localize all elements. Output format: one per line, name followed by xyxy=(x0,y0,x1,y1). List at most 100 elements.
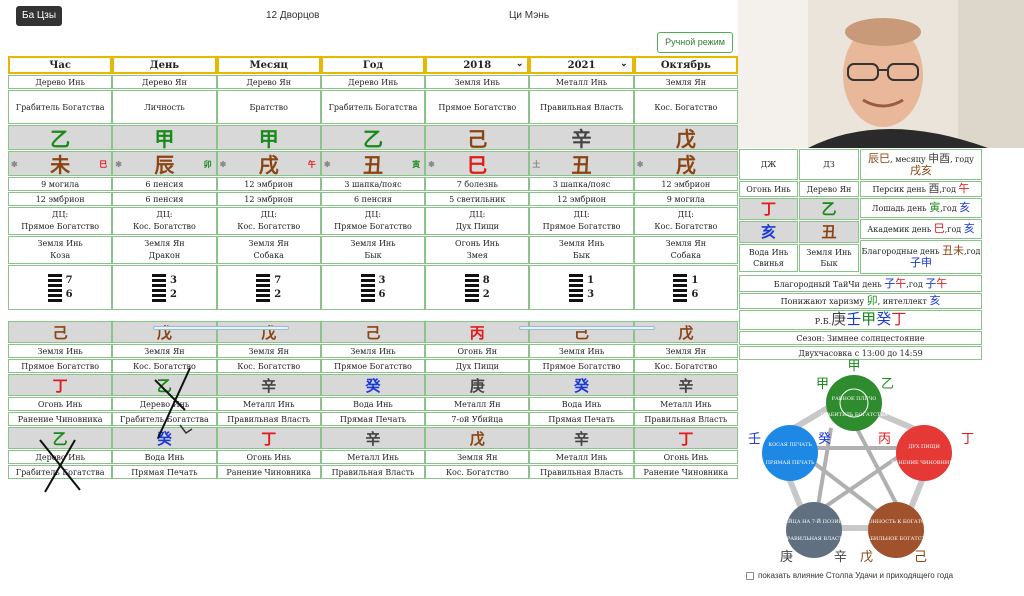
hidden-god: Правильная Власть xyxy=(331,467,415,477)
element-row-cell: Дерево Инь xyxy=(320,75,426,89)
ten-god: Прямое Богатство xyxy=(438,102,517,112)
hidden3-stem-row: 乙癸丁辛戊辛丁 xyxy=(8,427,738,450)
hidden3-god-row-cell: Ранение Чиновника xyxy=(216,465,321,479)
dc-value: Кос. Богатство xyxy=(654,222,718,231)
branch-marker: ✱ xyxy=(115,159,122,169)
clash-branch: 巳 xyxy=(99,159,108,169)
hidden-element: Земля Ян xyxy=(665,346,707,356)
wheel-geng: 庚 xyxy=(780,549,793,565)
wood-label-2: ГРАБИТЕЛЬ БОГАТСТВА xyxy=(820,412,888,418)
hidden1-stem-row-cell: 己 xyxy=(320,321,426,343)
earthly-branch: 丑 xyxy=(362,153,383,176)
hidden-god: Кос. Богатство xyxy=(237,361,301,371)
scroll-handle-right[interactable] xyxy=(519,326,655,330)
heavenly-stem: 己 xyxy=(467,127,488,150)
hidden3-god-row-cell: Грабитель Богатства xyxy=(8,465,113,479)
header-row: Час День Месяц Год 2018 ⌄ 2021 ⌄ Октябрь xyxy=(8,56,738,75)
chevron-down-icon[interactable]: ⌄ xyxy=(515,59,524,69)
hidden1-god-row-cell: Прямое Богатство xyxy=(8,359,113,373)
earthly-branch: 未 xyxy=(50,153,71,176)
stem-row-cell: 辛 xyxy=(529,125,634,150)
charisma-row-text: 亥 xyxy=(929,294,941,307)
stage2-row: 12 эмбрион 6 пенсия 12 эмбрион 6 пенсия 5 св… xyxy=(8,192,738,207)
dc-label: ДЦ: xyxy=(260,210,277,219)
hidden-god: Прямое Богатство xyxy=(21,361,100,371)
rb-row: Р.Б.庚壬甲癸丁 xyxy=(739,310,982,330)
rb-row-text: Р.Б. xyxy=(814,316,832,326)
dz-branch-text: 丑 xyxy=(821,222,837,241)
hidden1-stem-row: 己戊戊己丙己戊 xyxy=(8,321,738,344)
scroll-handle-left[interactable] xyxy=(153,326,289,330)
tab-12-palaces[interactable]: 12 Дворцов xyxy=(266,10,320,21)
noble-row: Благородные день 丑未,год 子申 xyxy=(860,240,982,274)
academic-row-text: 巳 xyxy=(933,222,945,235)
life-stage-2: 9 могила xyxy=(666,194,705,204)
palace-row-text: 辰巳 xyxy=(868,151,891,165)
hidden2-god-row: Ранение Чиновника Грабитель Богатства Прав… xyxy=(8,412,738,427)
hexagram-bottom: 6 xyxy=(378,288,386,300)
stage2-row-cell: 6 пенсия xyxy=(112,192,217,206)
dc-row-cell: ДЦ: Кос. Богатство xyxy=(633,207,738,235)
dz-animal-text: Земля Инь xyxy=(806,248,852,257)
header-row-cell[interactable]: 2021 ⌄ xyxy=(529,56,634,74)
hidden2-stem-row-cell: 辛 xyxy=(633,374,738,396)
branch-marker: ✱ xyxy=(323,159,331,169)
heavenly-stem: 戊 xyxy=(675,127,696,150)
hidden-stem: 辛 xyxy=(678,376,694,395)
dj-header-text: ДЖ xyxy=(760,160,777,169)
hidden-god: Ранение Чиновника xyxy=(17,414,103,424)
hidden-god: Кос. Богатство xyxy=(445,467,509,477)
clash-branch: 寅 xyxy=(412,159,421,169)
stage1-row: 9 могила 6 пенсия 12 эмбрион 3 шапка/пояс 7 … xyxy=(8,177,738,192)
hidden-stem: 戊 xyxy=(469,429,485,448)
hidden2-stem-row-cell: 庚 xyxy=(425,374,530,396)
hexagram-bottom: 2 xyxy=(169,288,177,300)
hidden3-stem-row-cell: 乙 xyxy=(8,427,113,449)
horse-row-text: 寅 xyxy=(929,201,941,214)
hidden2-element-row: Огонь Инь Дерево Инь Металл Инь Вода Инь Мет… xyxy=(8,397,738,412)
hexagram-top: 7 xyxy=(65,274,73,286)
column-header: Год xyxy=(362,59,384,71)
hidden2-stem-row-cell: 辛 xyxy=(216,374,321,396)
hexagram-bottom: 3 xyxy=(587,288,595,300)
hidden1-element-row-cell: Земля Инь xyxy=(8,344,113,358)
luck-pillar-toggle[interactable]: показать влияние Столпа Удачи и приходящ… xyxy=(746,571,953,580)
tab-bazi[interactable]: Ба Цзы xyxy=(16,6,63,26)
element-row-cell: Дерево Ян xyxy=(216,75,321,89)
column-header: Час xyxy=(49,59,71,71)
dj-branch: 亥 xyxy=(739,221,798,243)
stem-row: 乙甲甲乙己辛戊 xyxy=(8,125,738,151)
stage1-row-cell: 3 шапка/пояс xyxy=(529,177,634,191)
noble-row-text: ,год xyxy=(963,247,981,256)
stem-element: Дерево Инь xyxy=(348,77,398,87)
hidden-element: Вода Инь xyxy=(144,452,185,462)
stage1-row-cell: 6 пенсия xyxy=(112,177,217,191)
zodiac-animal: Коза xyxy=(50,251,71,260)
header-row-cell[interactable]: 2018 ⌄ xyxy=(425,56,530,74)
hidden-element: Дерево Инь xyxy=(35,452,85,462)
stem-element: Дерево Ян xyxy=(246,77,292,87)
manual-mode-button[interactable]: Ручной режим xyxy=(657,32,733,53)
dc-row-cell: ДЦ: Кос. Богатство xyxy=(112,207,217,235)
dc-value: Прямое Богатство xyxy=(21,222,100,231)
hexagram-icon xyxy=(256,273,271,302)
palace-row: 辰巳, месяцу 申酉, году 戌亥 xyxy=(860,149,982,180)
dc-label: ДЦ: xyxy=(156,210,173,219)
chevron-down-icon[interactable]: ⌄ xyxy=(620,59,628,69)
header-row-cell: Час xyxy=(8,56,113,74)
dj-branch-text: 亥 xyxy=(760,222,776,241)
dz-stem: 乙 xyxy=(799,198,859,220)
life-stage-2: 6 пенсия xyxy=(354,194,392,204)
tab-qimen[interactable]: Ци Мэнь xyxy=(509,10,550,21)
hidden1-element-row-cell: Земля Ян xyxy=(112,344,217,358)
stage1-row-cell: 9 могила xyxy=(8,177,113,191)
checkbox-icon[interactable] xyxy=(746,571,754,580)
hidden-element: Дерево Инь xyxy=(139,399,190,409)
hexagram-top: 3 xyxy=(378,274,386,286)
life-stage-2: 12 эмбрион xyxy=(244,194,294,204)
dj-element: Огонь Инь xyxy=(739,181,798,197)
